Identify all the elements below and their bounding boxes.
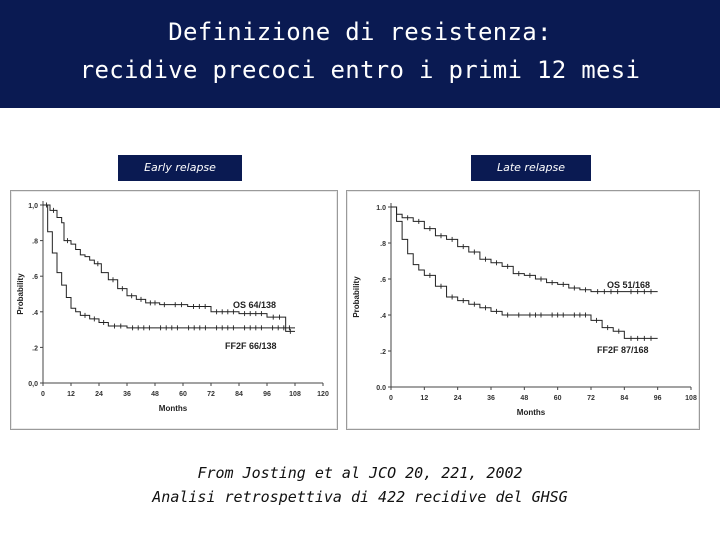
y-tick-label: .6 — [380, 277, 386, 284]
y-tick-label: 1.0 — [376, 205, 386, 212]
y-axis-title: Probability — [352, 276, 361, 318]
x-tick-label: 12 — [67, 391, 75, 398]
x-tick-label: 120 — [317, 391, 329, 398]
x-axis-title: Months — [159, 404, 188, 413]
series-label: FF2F 66/138 — [225, 341, 277, 351]
x-tick-label: 24 — [454, 395, 462, 402]
late-relapse-chart: 0 12 24 36 48 60 72 84 96 108 0.0 .2 .4 .6 .8 1.0 Months… — [352, 203, 697, 417]
x-tick-label: 0 — [389, 395, 393, 402]
y-tick-label: 1,0 — [28, 203, 38, 210]
survival-curve — [43, 204, 295, 329]
title-banner: Definizione di resistenza: recidive prec… — [0, 0, 720, 108]
y-tick-label: .8 — [380, 241, 386, 248]
x-tick-label: 72 — [207, 391, 215, 398]
source-description: Analisi retrospettiva di 422 recidive de… — [152, 488, 568, 506]
x-tick-label: 60 — [179, 391, 187, 398]
x-tick-label: 72 — [587, 395, 595, 402]
late-relapse-chart-panel: 0 12 24 36 48 60 72 84 96 108 0.0 .2 .4 .6 .8 1.0 Months… — [346, 190, 700, 430]
y-tick-label: .6 — [32, 274, 38, 281]
x-tick-label: 96 — [263, 391, 271, 398]
early-relapse-chart-panel: 0 12 24 36 48 60 72 84 96 108 120 0,0 .2 .4 .6 .8 1,0 Mon… — [10, 190, 338, 430]
x-tick-label: 60 — [554, 395, 562, 402]
y-tick-label: .8 — [32, 239, 38, 246]
source-citation: From Josting et al JCO 20, 221, 2002 — [197, 464, 523, 482]
series-label: OS 51/168 — [607, 280, 650, 290]
x-tick-label: 108 — [289, 391, 301, 398]
y-axis-title: Probability — [16, 273, 25, 315]
x-tick-label: 108 — [685, 395, 697, 402]
x-tick-label: 48 — [151, 391, 159, 398]
x-tick-label: 84 — [620, 395, 628, 402]
x-tick-label: 0 — [41, 391, 45, 398]
survival-curve — [391, 206, 658, 339]
survival-curve — [391, 206, 658, 293]
x-tick-label: 12 — [420, 395, 428, 402]
slide-title-line-1: Definizione di resistenza: — [168, 18, 552, 46]
y-tick-label: .4 — [32, 310, 38, 317]
x-tick-label: 84 — [235, 391, 243, 398]
y-tick-label: 0.0 — [376, 385, 386, 392]
x-tick-label: 36 — [487, 395, 495, 402]
late-relapse-label: Late relapse — [471, 155, 591, 181]
x-tick-label: 24 — [95, 391, 103, 398]
series-label: FF2F 87/168 — [597, 345, 649, 355]
x-tick-label: 48 — [520, 395, 528, 402]
survival-curve — [43, 204, 295, 332]
slide-title-line-2: recidive precoci entro i primi 12 mesi — [79, 56, 641, 84]
early-relapse-label: Early relapse — [118, 155, 242, 181]
early-relapse-chart: 0 12 24 36 48 60 72 84 96 108 120 0,0 .2 .4 .6 .8 1,0 Mon… — [16, 201, 329, 413]
y-tick-label: .2 — [380, 349, 386, 356]
y-tick-label: .2 — [32, 345, 38, 352]
x-tick-label: 36 — [123, 391, 131, 398]
x-tick-label: 96 — [654, 395, 662, 402]
series-label: OS 64/138 — [233, 300, 276, 310]
y-tick-label: 0,0 — [28, 381, 38, 388]
x-axis-title: Months — [517, 408, 546, 417]
y-tick-label: .4 — [380, 313, 386, 320]
